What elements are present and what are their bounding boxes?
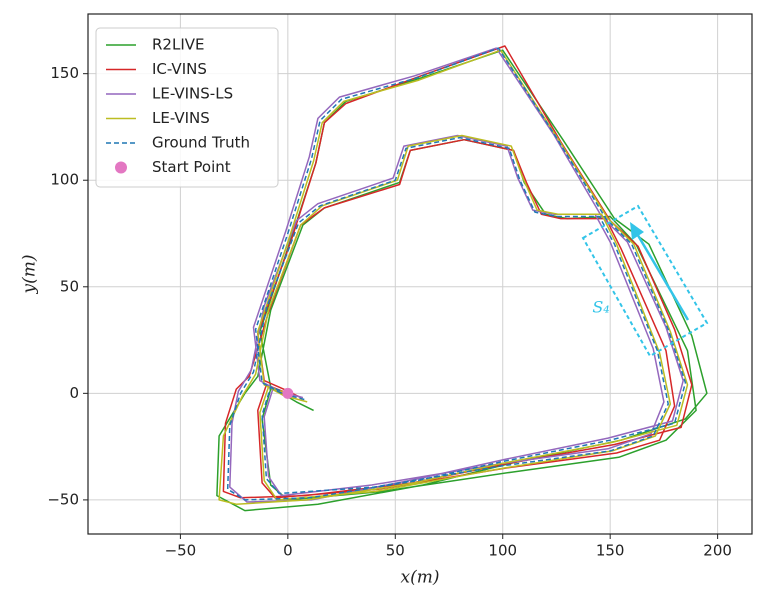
legend: R2LIVE IC-VINS LE-VINS-LS LE-VINS Ground Tru… [95, 27, 279, 188]
x-tick-label: 150 [596, 542, 625, 560]
x-tick-label: 100 [488, 542, 517, 560]
ticks: −50 0 50 100 150 200 −50 0 50 100 150 [47, 64, 732, 559]
legend-marker [115, 161, 127, 174]
x-tick-label: −50 [165, 542, 197, 560]
y-tick-label: 50 [60, 277, 79, 295]
y-tick-label: −50 [47, 490, 79, 508]
legend-label: Start Point [152, 158, 231, 176]
legend-label: LE-VINS [152, 109, 210, 127]
trajectory [216, 49, 708, 512]
legend-box [95, 27, 279, 188]
legend-label: IC-VINS [152, 60, 207, 78]
direction-arrow [634, 231, 690, 321]
x-tick-label: 50 [386, 542, 405, 560]
y-axis-title: y(m) [20, 255, 40, 295]
x-tick-label: 200 [703, 542, 732, 560]
start-point [282, 387, 294, 399]
segment-label: S₄ [592, 298, 609, 317]
plot-frame [87, 13, 753, 535]
segment-box [581, 204, 709, 358]
trajectories [216, 45, 708, 512]
x-axis-title: x(m) [401, 568, 440, 588]
y-tick-label: 100 [50, 171, 79, 189]
legend-label: Ground Truth [152, 134, 250, 152]
y-tick-label: 150 [50, 64, 79, 82]
arrow-head [630, 222, 644, 240]
legend-label: R2LIVE [152, 36, 205, 54]
trajectory [229, 47, 684, 503]
y-tick-label: 0 [69, 384, 79, 402]
legend-label: LE-VINS-LS [152, 85, 233, 103]
x-tick-label: 0 [283, 542, 293, 560]
segment-annotation: S₄ [581, 204, 709, 358]
